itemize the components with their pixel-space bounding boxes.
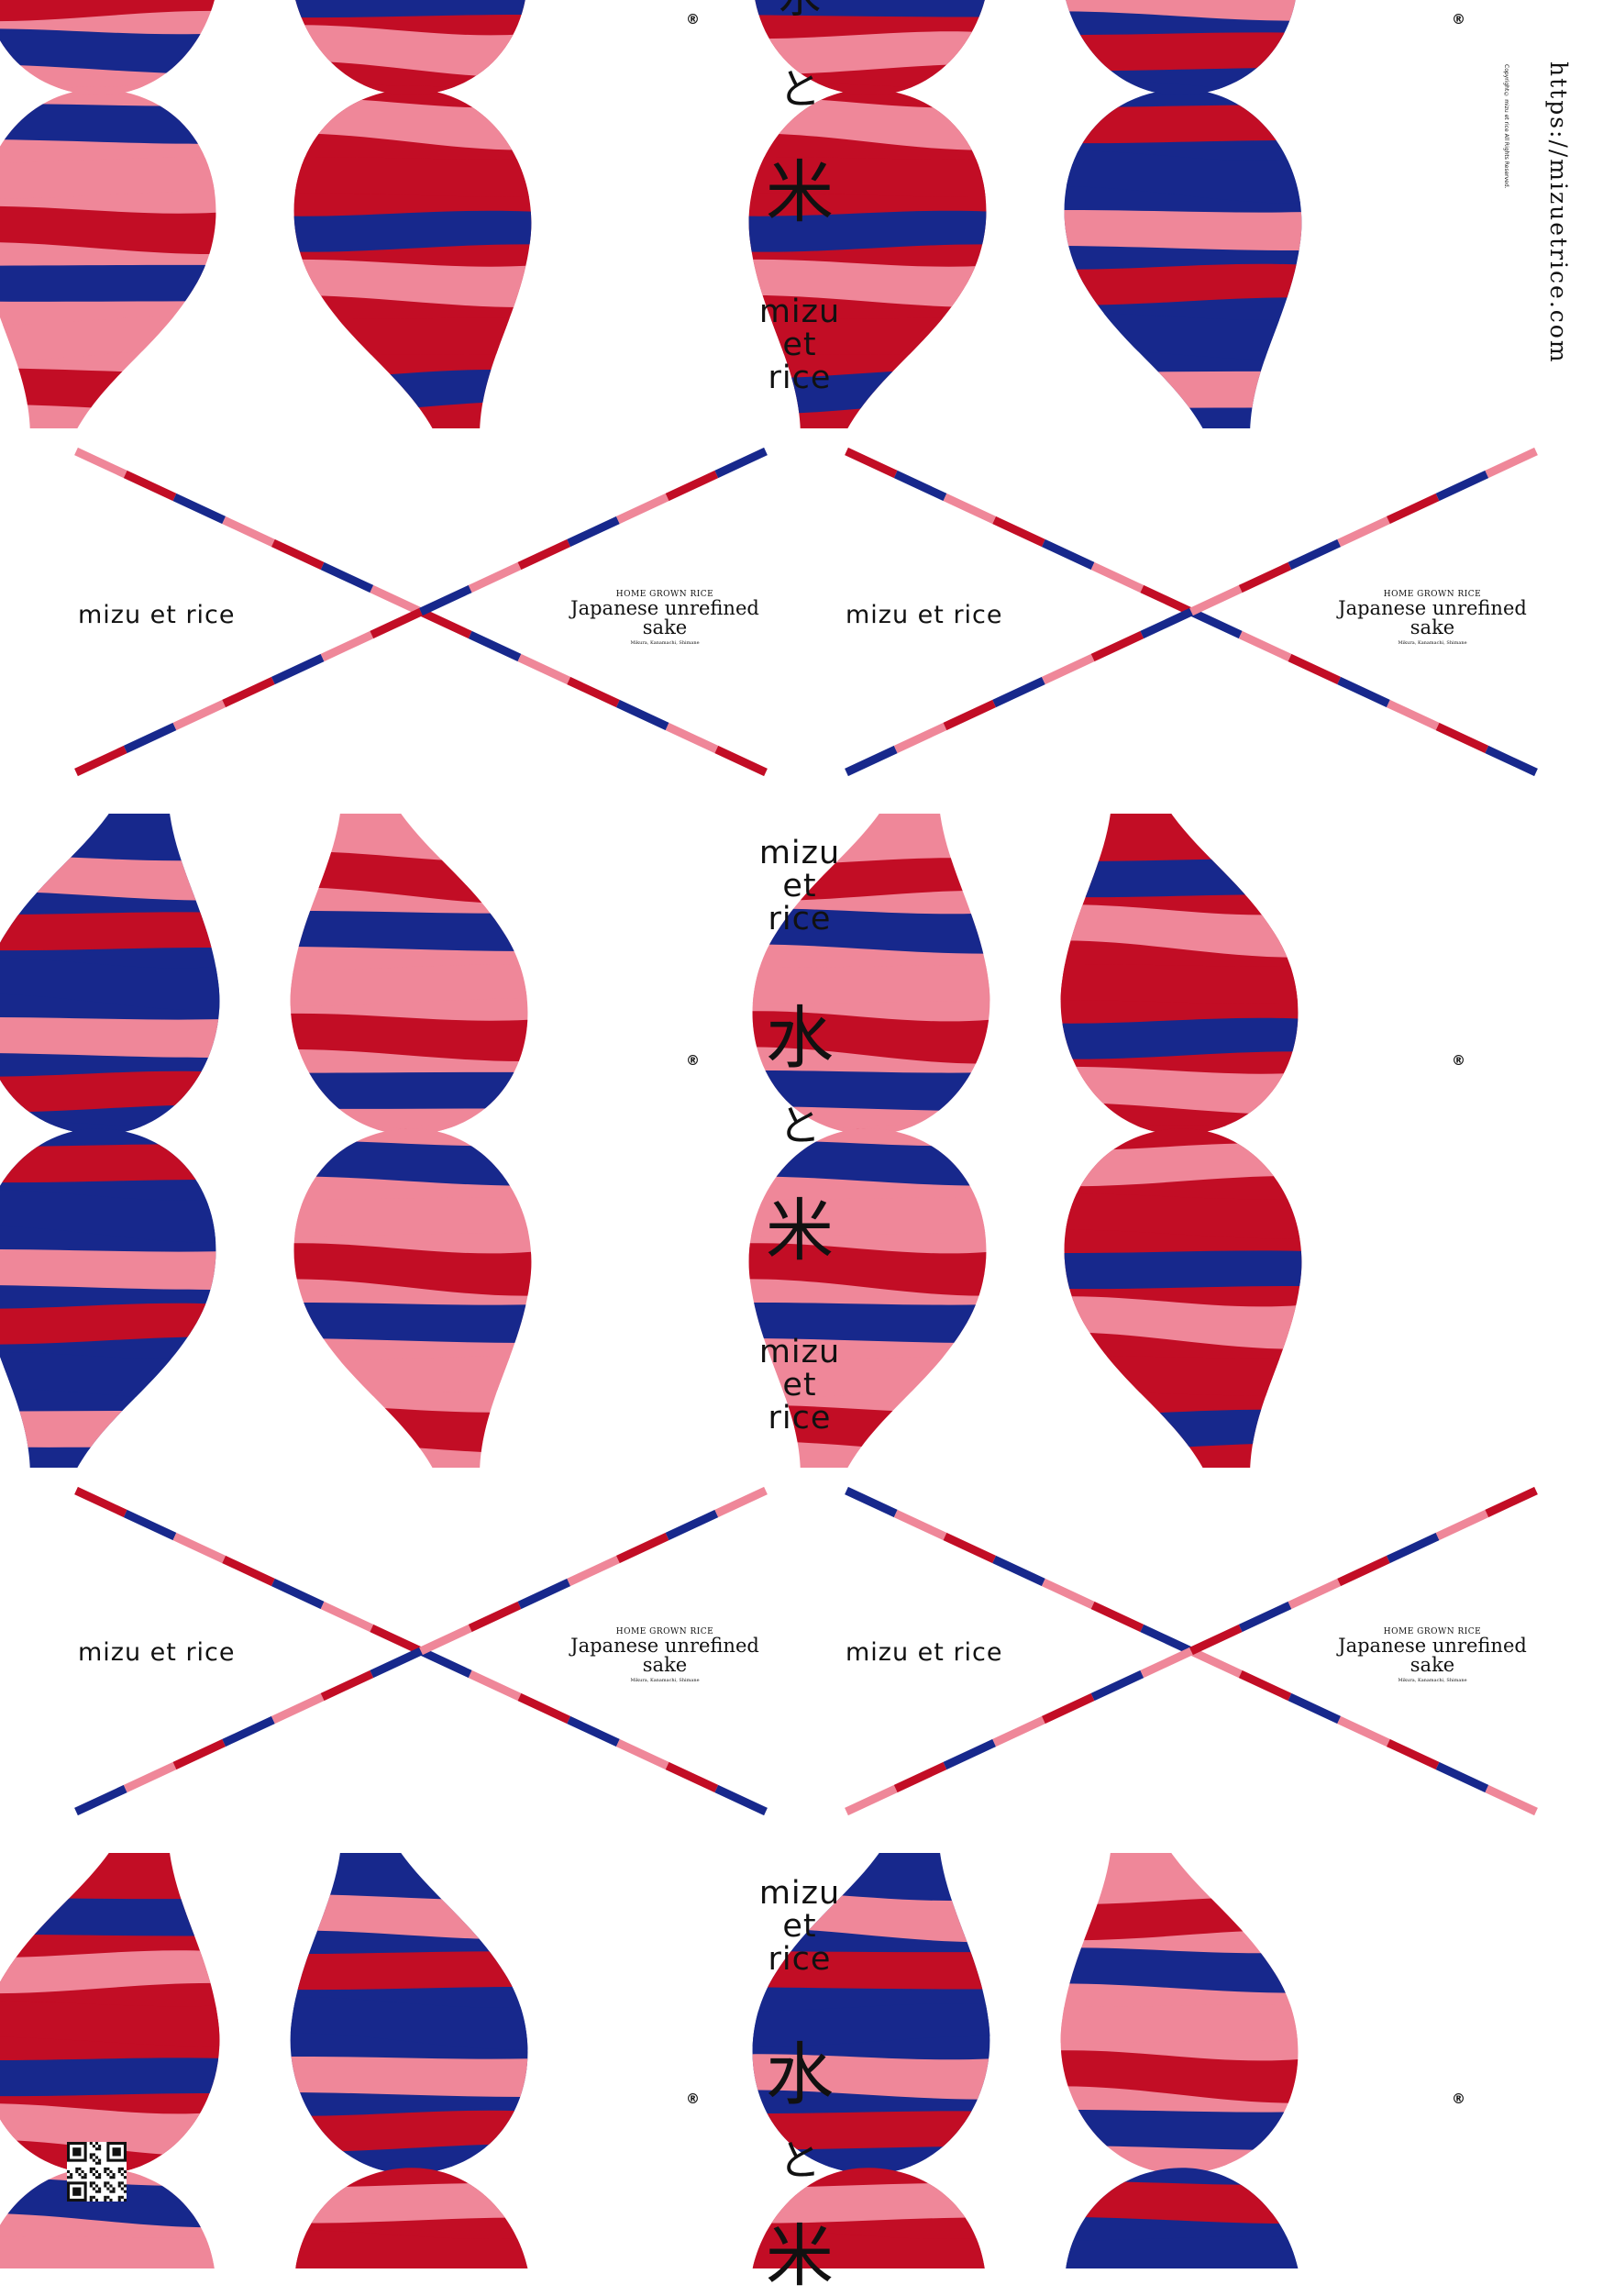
striped-cross-line xyxy=(74,1486,768,1816)
wordmark-left-2: mizu et rice xyxy=(78,1638,236,1667)
brand-stack-1: mizu et rice xyxy=(735,295,864,394)
sake-eyebrow: HOME GROWN RICE xyxy=(1383,1627,1482,1636)
sake-title-line2: sake xyxy=(1410,616,1455,638)
registered-trademark-icon: ® xyxy=(1452,1052,1465,1069)
sake-title-line1: Japanese unrefined xyxy=(1338,1635,1527,1657)
copyright-notice: Copyright© mizu et rice All Rights Reser… xyxy=(1503,64,1509,189)
kanji-rice-3: 米 xyxy=(766,2217,834,2296)
qr-code-icon[interactable] xyxy=(67,2142,127,2202)
brand-line-rice: rice xyxy=(768,1400,832,1436)
striped-cross-line xyxy=(74,447,768,777)
brand-line-rice: rice xyxy=(768,1941,832,1978)
brand-stack-4: mizu et rice xyxy=(735,1877,864,1976)
sake-label-left-2: HOME GROWN RICE Japanese unrefined sake … xyxy=(559,1627,770,1683)
kanji-and-2: と xyxy=(779,1101,821,1150)
sake-title-line2: sake xyxy=(642,616,688,638)
registered-trademark-icon: ® xyxy=(686,1052,700,1069)
striped-cross-line xyxy=(845,1486,1538,1816)
brand-line-et: et xyxy=(782,1908,817,1945)
sake-eyebrow: HOME GROWN RICE xyxy=(615,590,714,599)
sake-label-right-1: HOME GROWN RICE Japanese unrefined sake … xyxy=(1327,590,1538,646)
brand-stack-2: mizu et rice xyxy=(735,837,864,936)
kanji-water-2: 水 xyxy=(766,999,834,1078)
registered-trademark-icon: ® xyxy=(1452,2091,1465,2107)
sake-origin: Mikura, Kanamachi, Shimane xyxy=(1398,1678,1467,1683)
brand-line-rice: rice xyxy=(768,901,832,937)
wordmark-right-1: mizu et rice xyxy=(846,601,1003,629)
kanji-water-top: 水 xyxy=(735,0,864,22)
kanji-and-1: と xyxy=(779,64,821,114)
registered-trademark-icon: ® xyxy=(686,11,700,28)
brand-line-mizu: mizu xyxy=(758,1334,841,1370)
striped-cross-line xyxy=(74,1486,768,1816)
striped-cross-line xyxy=(845,447,1538,777)
brand-line-mizu: mizu xyxy=(758,835,841,871)
sake-title-line1: Japanese unrefined xyxy=(570,597,759,619)
sake-origin: Mikura, Kanamachi, Shimane xyxy=(630,1678,700,1683)
striped-cross-line xyxy=(845,447,1538,777)
sake-eyebrow: HOME GROWN RICE xyxy=(615,1627,714,1636)
brand-line-et: et xyxy=(782,327,817,363)
sake-origin: Mikura, Kanamachi, Shimane xyxy=(630,640,700,646)
kanji-water-3: 水 xyxy=(766,2035,834,2114)
website-url-link[interactable]: https://mizuetrice.com xyxy=(1545,61,1572,364)
wordmark-left-1: mizu et rice xyxy=(78,601,236,629)
wordmark-right-2: mizu et rice xyxy=(846,1638,1003,1667)
brand-line-mizu: mizu xyxy=(758,294,841,330)
registered-trademark-icon: ® xyxy=(1452,11,1465,28)
brand-line-et: et xyxy=(782,1367,817,1403)
sake-label-right-2: HOME GROWN RICE Japanese unrefined sake … xyxy=(1327,1627,1538,1683)
registered-trademark-icon: ® xyxy=(686,2091,700,2107)
brand-line-et: et xyxy=(782,868,817,904)
sake-title-line2: sake xyxy=(642,1654,688,1676)
kanji-rice-2: 米 xyxy=(766,1192,834,1270)
sake-title-line2: sake xyxy=(1410,1654,1455,1676)
sake-label-left-1: HOME GROWN RICE Japanese unrefined sake … xyxy=(559,590,770,646)
sake-origin: Mikura, Kanamachi, Shimane xyxy=(1398,640,1467,646)
kanji-and-3: と xyxy=(779,2135,821,2185)
kanji-rice-1: 米 xyxy=(766,153,834,232)
sake-title-line1: Japanese unrefined xyxy=(570,1635,759,1657)
sake-eyebrow: HOME GROWN RICE xyxy=(1383,590,1482,599)
brand-stack-3: mizu et rice xyxy=(735,1336,864,1435)
striped-cross-line xyxy=(845,1486,1538,1816)
sake-title-line1: Japanese unrefined xyxy=(1338,597,1527,619)
brand-line-rice: rice xyxy=(768,360,832,396)
striped-cross-line xyxy=(74,447,768,777)
brand-line-mizu: mizu xyxy=(758,1875,841,1912)
